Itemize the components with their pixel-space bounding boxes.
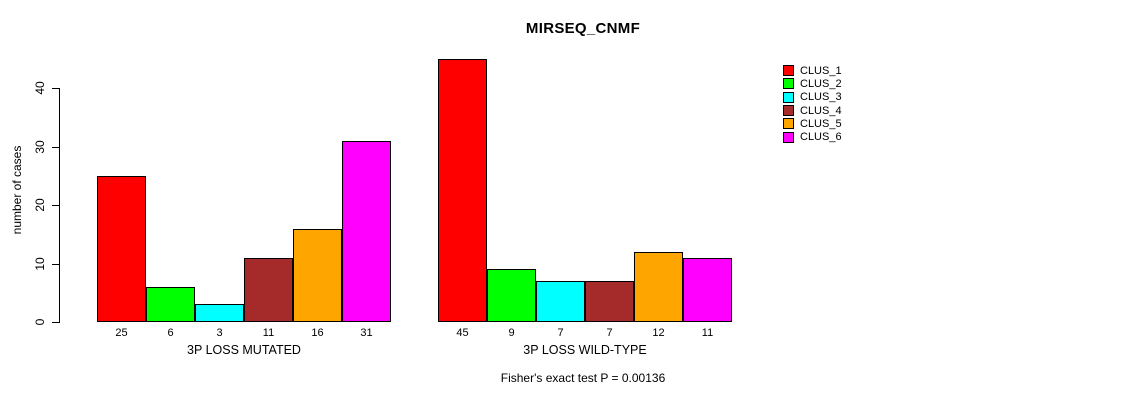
y-tick-label: 0 xyxy=(33,318,47,326)
bar-clus_1 xyxy=(438,59,487,322)
bar-clus_2 xyxy=(487,269,536,322)
bar-value-label: 3 xyxy=(216,327,223,339)
bar-value-label: 6 xyxy=(167,327,174,339)
legend-label: CLUS_3 xyxy=(800,91,842,104)
legend-label: CLUS_4 xyxy=(800,104,842,117)
y-tick-label: 30 xyxy=(33,140,47,154)
x-axis-group-label: 3P LOSS MUTATED xyxy=(187,343,301,357)
y-axis-tick xyxy=(52,205,59,207)
legend-item: CLUS_3 xyxy=(783,91,842,104)
bar-clus_3 xyxy=(536,281,585,322)
bar-value-label: 16 xyxy=(311,327,324,339)
y-axis-line xyxy=(59,88,60,323)
bar-clus_5 xyxy=(293,228,342,322)
legend-label: CLUS_2 xyxy=(800,77,842,90)
bar-clus_3 xyxy=(195,304,244,322)
bar-value-label: 31 xyxy=(360,327,373,339)
bar-clus_6 xyxy=(342,140,391,322)
bar-value-label: 25 xyxy=(115,327,128,339)
y-axis-tick xyxy=(52,146,59,148)
bar-clus_6 xyxy=(683,257,732,322)
y-tick-label: 40 xyxy=(33,81,47,96)
legend-label: CLUS_1 xyxy=(800,64,842,77)
legend-swatch xyxy=(783,118,794,130)
legend: CLUS_1 CLUS_2 CLUS_3 CLUS_4 CLUS_5 CLUS_6 xyxy=(783,64,842,144)
y-tick-label: 10 xyxy=(33,256,47,271)
legend-item: CLUS_1 xyxy=(783,64,842,77)
bar-clus_1 xyxy=(97,176,146,322)
legend-item: CLUS_4 xyxy=(783,104,842,117)
y-axis-tick xyxy=(52,88,59,90)
y-axis-tick xyxy=(52,322,59,323)
bar-clus_2 xyxy=(146,286,195,322)
legend-label: CLUS_6 xyxy=(800,131,842,144)
bar-value-label: 11 xyxy=(701,327,714,339)
bar-value-label: 45 xyxy=(456,327,469,339)
y-axis-label: number of cases xyxy=(10,145,24,235)
legend-item: CLUS_2 xyxy=(783,77,842,90)
annotation-text: Fisher's exact test P = 0.00136 xyxy=(500,371,666,385)
legend-item: CLUS_5 xyxy=(783,117,842,130)
bar-value-label: 12 xyxy=(652,327,665,339)
legend-swatch xyxy=(783,65,794,77)
bar-value-label: 9 xyxy=(508,327,515,339)
bar-clus_4 xyxy=(585,281,634,322)
bar-clus_5 xyxy=(634,251,683,322)
y-axis-tick xyxy=(52,263,59,265)
legend-swatch xyxy=(783,105,794,117)
legend-swatch xyxy=(783,78,794,90)
x-axis-group-label: 3P LOSS WILD-TYPE xyxy=(523,343,647,357)
legend-label: CLUS_5 xyxy=(800,117,842,130)
legend-item: CLUS_6 xyxy=(783,130,842,143)
bar-value-label: 11 xyxy=(262,327,275,339)
legend-swatch xyxy=(783,131,794,143)
chart-title: MIRSEQ_CNMF xyxy=(525,20,641,37)
bar-clus_4 xyxy=(244,257,293,322)
bar-value-label: 7 xyxy=(606,327,613,339)
y-tick-label: 20 xyxy=(33,198,47,212)
bar-value-label: 7 xyxy=(557,327,564,339)
legend-swatch xyxy=(783,91,794,103)
